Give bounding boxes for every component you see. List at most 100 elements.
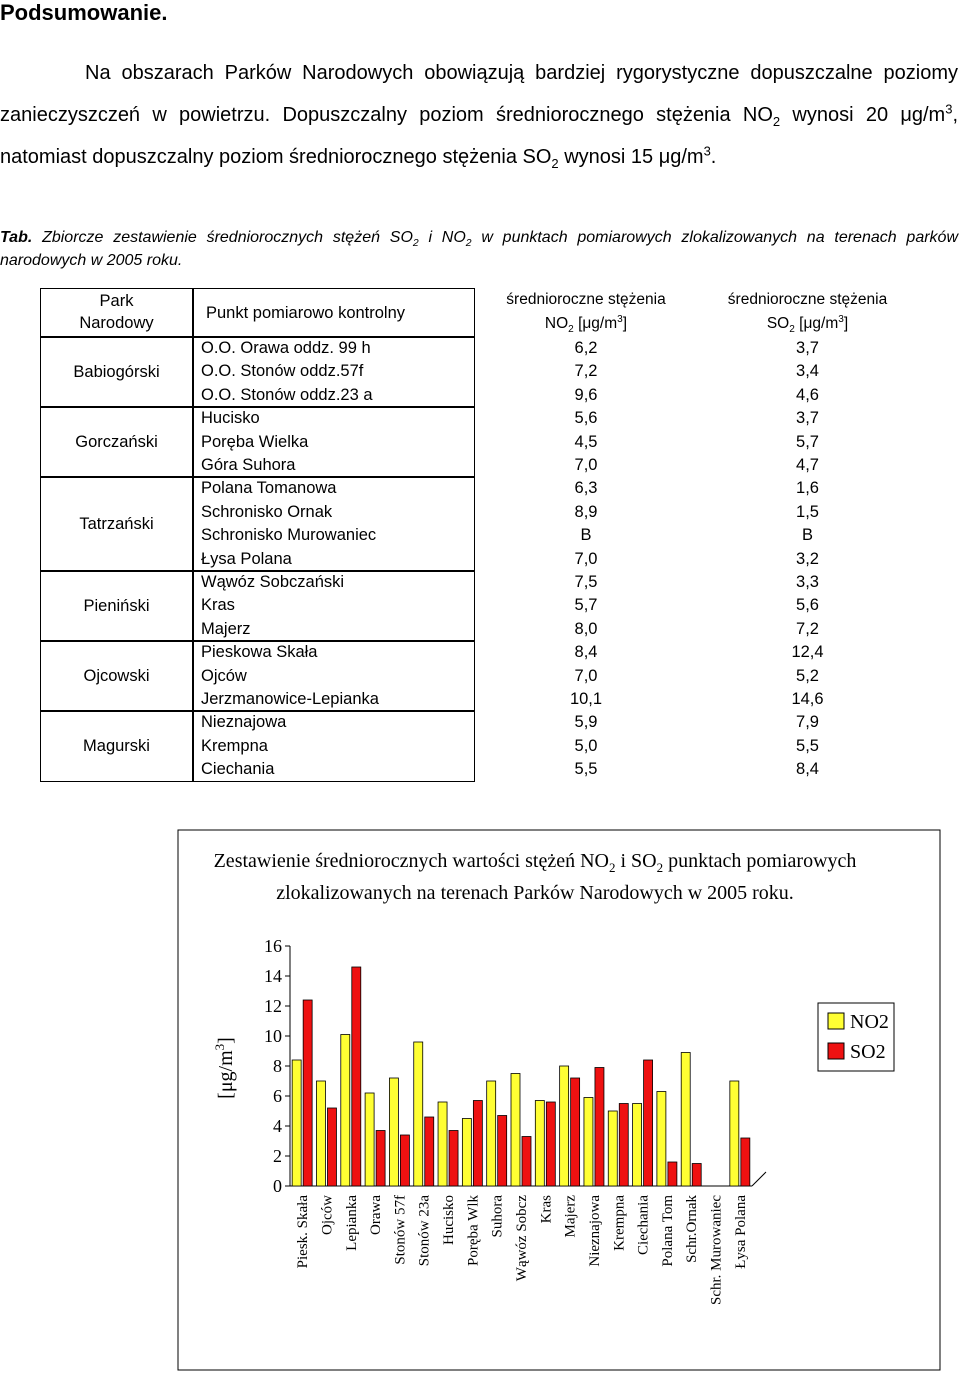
subscript: 2 [551,156,559,171]
bar [437,1101,448,1187]
bar [448,1130,459,1187]
bar [607,1110,618,1187]
y-tick-label: 2 [273,1146,282,1166]
no2-value: 4,5 [574,432,598,451]
subscript: 2 [465,238,472,250]
no2-value: B [580,526,592,545]
y-tick-label: 12 [264,996,282,1016]
text: NO [544,315,569,332]
text: [μg/m [794,315,839,332]
bar [375,1130,386,1187]
so2-value: 3,7 [796,339,819,357]
no2-value: 8,9 [574,502,598,521]
point-name: O.O. Stonów oddz.57f [201,362,364,381]
x-tick-label: Schr. Murowaniec [709,1195,725,1305]
header-park: Park Narodowy [40,288,193,337]
so2-value: 5,6 [796,596,819,615]
x-tick-label: Wąwóz Sobcz [514,1195,530,1282]
text: punktach pomiarowych zlokalizowanych na … [276,850,857,904]
no2-value: 7,0 [574,456,598,474]
bar [389,1077,399,1187]
x-tick-label: Krempna [611,1195,627,1251]
so2-value: 3,7 [796,409,819,428]
no2-value: 8,4 [574,643,598,662]
bar [618,1103,629,1187]
x-tick-label: Schr.Ornak [684,1195,700,1263]
bar [316,1080,326,1187]
script-text: 3 [838,313,844,325]
so2-value: 7,2 [796,619,819,638]
park-name: Babiogórski [40,337,193,408]
x-tick-label: Ojców [319,1195,335,1235]
heading: Podsumowanie. [0,0,168,25]
bar [656,1091,667,1187]
point-name: O.O. Stonów oddz.23 a [201,385,373,404]
no2-value: 6,2 [574,339,598,357]
so2-value: 4,7 [796,456,819,474]
x-tick-label: Suhora [490,1195,506,1238]
point-name: Góra Suhora [201,456,296,474]
bar [351,966,362,1187]
text: [μg/m [215,1050,237,1099]
park-name: Tatrzański [40,477,193,571]
bar [534,1100,545,1187]
y-axis-label: [μg/m3] [212,1037,237,1099]
text: i NO [418,229,466,246]
x-tick-label: Orawa [368,1195,384,1235]
text: i SO [615,850,657,872]
no2-value: 7,0 [574,666,598,685]
so2-value: 8,4 [796,760,819,779]
y-tick-label: 0 [273,1176,282,1196]
paragraph: Na obszarach Parków Narodowych obowiązuj… [0,52,958,178]
superscript: 3 [945,101,953,117]
so2-value: 4,6 [796,385,819,404]
legend-swatch [827,1012,845,1030]
y-tick-label: 4 [273,1116,282,1136]
point-group [193,641,475,712]
x-tick-label: Hucisko [441,1195,457,1245]
subscript: 2 [412,238,419,250]
superscript: 3 [703,143,711,159]
so2-value: 5,5 [796,736,819,755]
so2-value: 1,5 [796,502,819,521]
park-name: Ojcowski [40,641,193,712]
legend-label: NO2 [850,1011,889,1033]
point-name: Nieznajowa [201,713,287,732]
point-group [193,337,475,408]
point-name: Jerzmanowice-Lepianka [201,690,379,708]
x-tick-label: Poręba Wlk [465,1195,481,1266]
bar [400,1134,410,1187]
so2-value: 1,6 [796,479,819,498]
header-no2: średnioroczne stężenia NO2 [μg/m3] [475,288,697,337]
bar [570,1077,581,1187]
no2-value: 8,0 [574,619,598,638]
bar [424,1116,435,1187]
text: ] [622,315,628,332]
chart-frame [177,829,941,1371]
bar [413,1041,424,1187]
text: w punktach pomiarowych zlokalizowanych n… [0,229,958,269]
bar [594,1067,605,1187]
bar [472,1100,483,1187]
text: wynosi 20 μg/m [780,104,946,126]
point-name: Hucisko [201,409,260,428]
superscript: 3 [212,1044,227,1051]
no2-value: 9,6 [574,385,598,404]
x-tick-label: Stonów 57f [392,1195,408,1265]
point-group [193,477,475,571]
subscript: 2 [609,860,616,875]
point-name: Kras [201,596,235,615]
bar [632,1103,642,1187]
x-tick-label: Piesk. Skała [295,1195,311,1269]
so2-value: 12,4 [791,643,824,662]
point-name: O.O. Orawa oddz. 99 h [201,339,371,357]
bar [545,1101,556,1187]
x-axis-depth [751,1171,767,1187]
point-name: Pieskowa Skała [201,643,318,662]
park-name: Gorczański [40,407,193,478]
header-point: Punkt pomiarowo kontrolny [193,288,475,337]
bar [691,1163,702,1187]
point-group [193,571,475,642]
